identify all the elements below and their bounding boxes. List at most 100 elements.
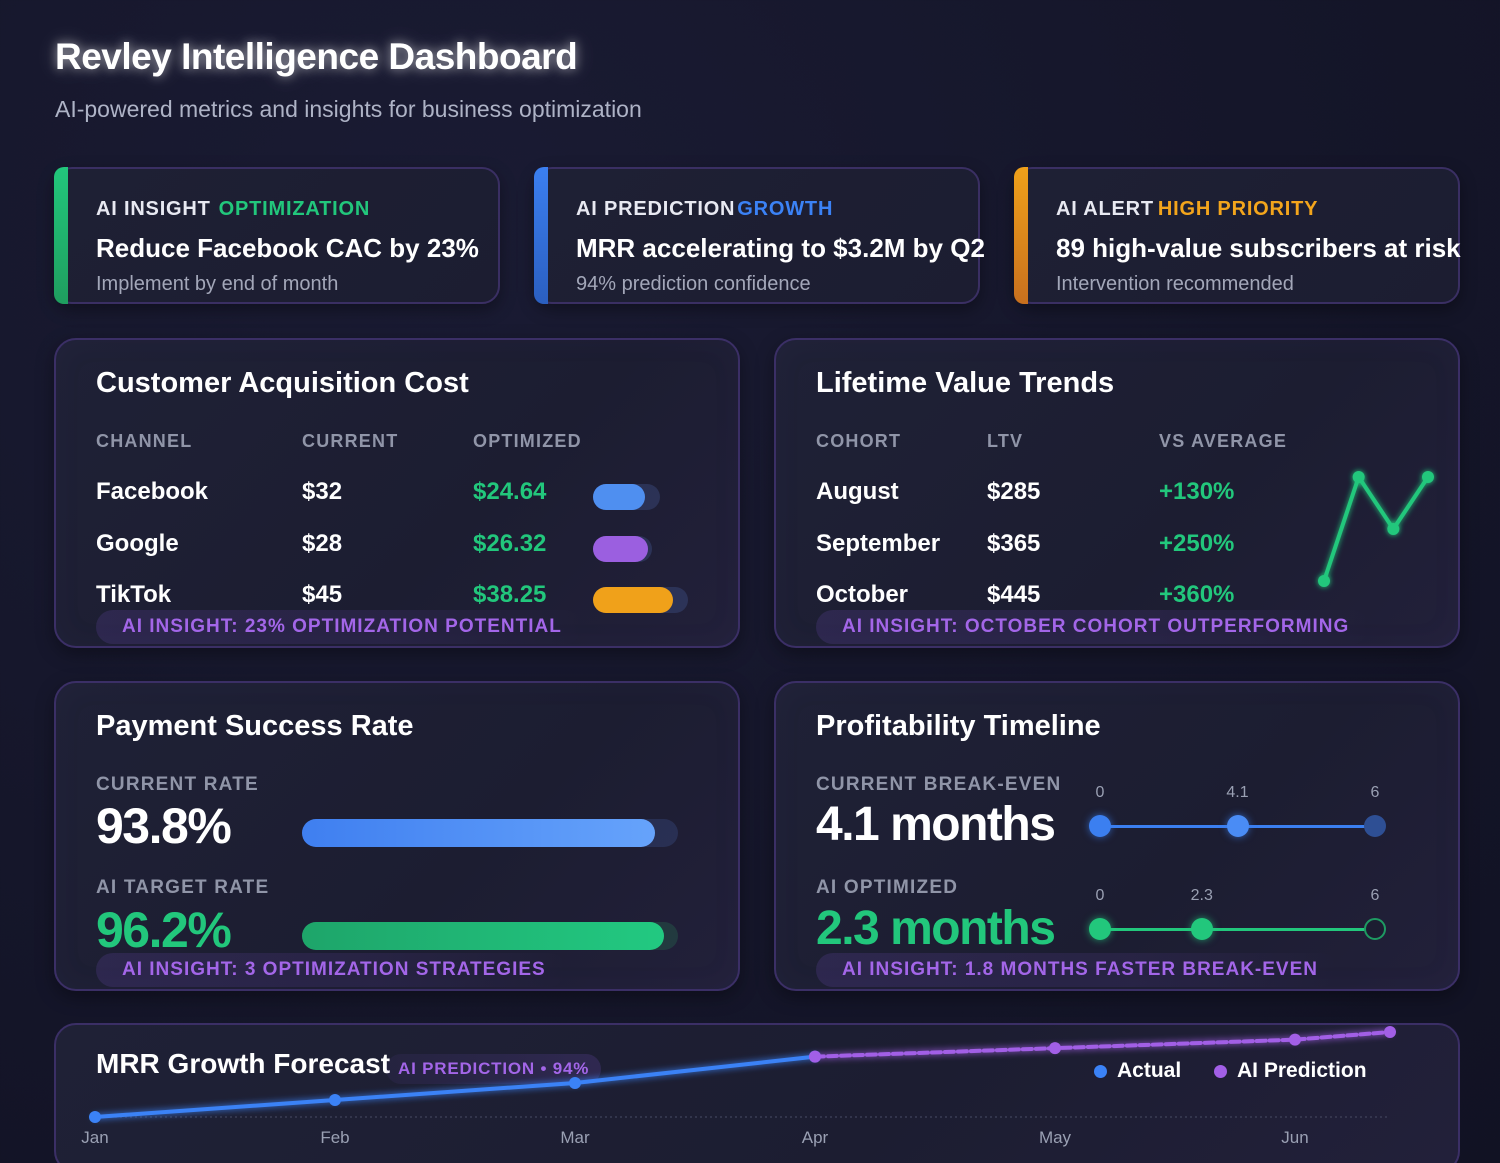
legend-item-prediction: AI Prediction bbox=[1214, 1059, 1367, 1083]
target-rate-value: 96.2% bbox=[96, 902, 232, 958]
cohort-name: October bbox=[816, 581, 909, 608]
col-header-vs-average: VS AVERAGE bbox=[1159, 431, 1288, 451]
ai-insight-badge: AI INSIGHT: 1.8 MONTHS FASTER BREAK-EVEN bbox=[816, 953, 1338, 987]
card-kicker: AI ALERT HIGH PRIORITY bbox=[1056, 198, 1318, 221]
payment-title: Payment Success Rate bbox=[96, 710, 414, 742]
timeline-tick-value: 4.1 bbox=[1226, 784, 1249, 801]
ltv-title: Lifetime Value Trends bbox=[816, 367, 1115, 399]
kicker-label: AI PREDICTION bbox=[576, 198, 736, 220]
ai-optimized-value: 2.3 months bbox=[816, 902, 1056, 955]
current-cost: $28 bbox=[302, 530, 343, 557]
cohort-name: September bbox=[816, 530, 941, 557]
timeline-dot-end bbox=[1364, 918, 1386, 940]
ltv-value: $285 bbox=[987, 478, 1041, 505]
sparkline-line bbox=[1322, 475, 1430, 582]
timeline-dot-start bbox=[1089, 815, 1111, 837]
ai-insight-badge: AI INSIGHT: OCTOBER COHORT OUTPERFORMING bbox=[816, 610, 1370, 644]
timeline-dot-end bbox=[1364, 815, 1386, 837]
card-kicker: AI PREDICTION GROWTH bbox=[576, 198, 833, 221]
card-headline: 89 high-value subscribers at risk bbox=[1056, 233, 1461, 263]
target-rate-bar bbox=[302, 922, 678, 950]
accent-bar bbox=[54, 167, 68, 304]
current-cost: $32 bbox=[302, 478, 343, 505]
card-tag: HIGH PRIORITY bbox=[1157, 198, 1319, 220]
cac-bar-track bbox=[593, 484, 661, 510]
insight-card-alert[interactable]: AI ALERT HIGH PRIORITY 89 high-value subs… bbox=[1014, 167, 1461, 304]
current-rate-label: CURRENT RATE bbox=[96, 774, 259, 795]
cac-title: Customer Acquisition Cost bbox=[96, 367, 469, 399]
optimized-timeline: 0 2.3 6 bbox=[1089, 887, 1386, 947]
card-headline: MRR accelerating to $3.2M by Q2 bbox=[576, 233, 985, 263]
legend-label: Actual bbox=[1117, 1059, 1182, 1082]
ltv-value: $365 bbox=[987, 530, 1041, 557]
kicker-label: AI INSIGHT bbox=[96, 198, 211, 220]
col-header-channel: CHANNEL bbox=[96, 431, 193, 451]
current-break-even-value: 4.1 months bbox=[816, 798, 1056, 851]
sparkline-point bbox=[1422, 471, 1434, 483]
current-rate-value: 93.8% bbox=[96, 798, 232, 854]
card-subline: Implement by end of month bbox=[96, 273, 339, 295]
timeline-line bbox=[1100, 928, 1375, 931]
kicker-label: AI ALERT bbox=[1056, 198, 1154, 220]
card-tag: GROWTH bbox=[737, 198, 834, 220]
legend-label: AI Prediction bbox=[1237, 1059, 1367, 1082]
timeline-tick-value: 2.3 bbox=[1190, 887, 1213, 904]
payment-panel: Payment Success Rate CURRENT RATE 93.8% … bbox=[54, 681, 740, 991]
cac-panel: Customer Acquisition Cost CHANNEL CURREN… bbox=[54, 338, 740, 648]
ai-insight-badge: AI INSIGHT: 23% OPTIMIZATION POTENTIAL bbox=[96, 610, 582, 644]
cac-bar-track bbox=[593, 587, 688, 613]
card-subline: Intervention recommended bbox=[1056, 273, 1294, 295]
sparkline-point bbox=[1318, 575, 1330, 587]
timeline-tick-end: 6 bbox=[1370, 784, 1380, 801]
timeline-dot-value bbox=[1190, 918, 1213, 940]
current-break-even-label: CURRENT BREAK-EVEN bbox=[816, 774, 1062, 795]
legend-item-actual: Actual bbox=[1094, 1059, 1181, 1083]
ltv-sparkline bbox=[1318, 471, 1434, 587]
current-timeline: 0 4.1 6 bbox=[1089, 784, 1386, 844]
insight-card-growth[interactable]: AI PREDICTION GROWTH MRR accelerating to … bbox=[534, 167, 985, 304]
page-subtitle: AI-powered metrics and insights for busi… bbox=[55, 96, 642, 122]
ai-prediction-badge: AI PREDICTION • 94% bbox=[386, 1054, 602, 1084]
optimized-cost: $26.32 bbox=[473, 530, 547, 557]
vs-average: +360% bbox=[1159, 581, 1235, 608]
optimized-cost: $24.64 bbox=[473, 478, 547, 505]
col-header-ltv: LTV bbox=[987, 431, 1024, 451]
card-tag: OPTIMIZATION bbox=[218, 198, 371, 220]
target-rate-label: AI TARGET RATE bbox=[96, 877, 270, 898]
channel-name: Facebook bbox=[96, 478, 209, 505]
cac-bar-fill bbox=[593, 484, 645, 510]
timeline-tick-start: 0 bbox=[1095, 784, 1105, 801]
vs-average: +130% bbox=[1159, 478, 1235, 505]
ai-insight-badge: AI INSIGHT: 3 OPTIMIZATION STRATEGIES bbox=[96, 953, 566, 987]
accent-bar bbox=[1014, 167, 1028, 304]
timeline-tick-start: 0 bbox=[1095, 887, 1105, 904]
current-rate-fill bbox=[302, 819, 655, 847]
ai-optimized-label: AI OPTIMIZED bbox=[816, 877, 959, 898]
channel-name: Google bbox=[96, 530, 179, 557]
card-subline: 94% prediction confidence bbox=[576, 273, 811, 295]
accent-bar bbox=[534, 167, 548, 304]
cac-bar-fill bbox=[593, 587, 674, 613]
sparkline-point bbox=[1387, 523, 1400, 535]
optimized-cost: $38.25 bbox=[473, 581, 547, 608]
sparkline-point bbox=[1352, 471, 1365, 483]
profitability-title: Profitability Timeline bbox=[816, 710, 1101, 742]
cac-bar-fill bbox=[593, 536, 649, 562]
mrr-title: MRR Growth Forecast bbox=[96, 1048, 391, 1079]
timeline-tick-end: 6 bbox=[1370, 887, 1380, 904]
legend-dot-prediction bbox=[1214, 1064, 1227, 1078]
ltv-value: $445 bbox=[987, 581, 1041, 608]
current-rate-bar bbox=[302, 819, 678, 847]
col-header-cohort: COHORT bbox=[816, 431, 902, 451]
card-kicker: AI INSIGHT OPTIMIZATION bbox=[96, 198, 370, 221]
legend-dot-actual bbox=[1094, 1064, 1107, 1078]
vs-average: +250% bbox=[1159, 530, 1235, 557]
card-headline: Reduce Facebook CAC by 23% bbox=[96, 233, 479, 263]
channel-name: TikTok bbox=[96, 581, 172, 608]
target-rate-fill bbox=[302, 922, 664, 950]
timeline-dot-start bbox=[1089, 918, 1111, 940]
col-header-current: CURRENT bbox=[302, 431, 399, 451]
insight-card-optimization[interactable]: AI INSIGHT OPTIMIZATION Reduce Facebook C… bbox=[54, 167, 500, 304]
timeline-dot-value bbox=[1226, 815, 1249, 837]
profitability-panel: Profitability Timeline CURRENT BREAK-EVE… bbox=[774, 681, 1460, 991]
